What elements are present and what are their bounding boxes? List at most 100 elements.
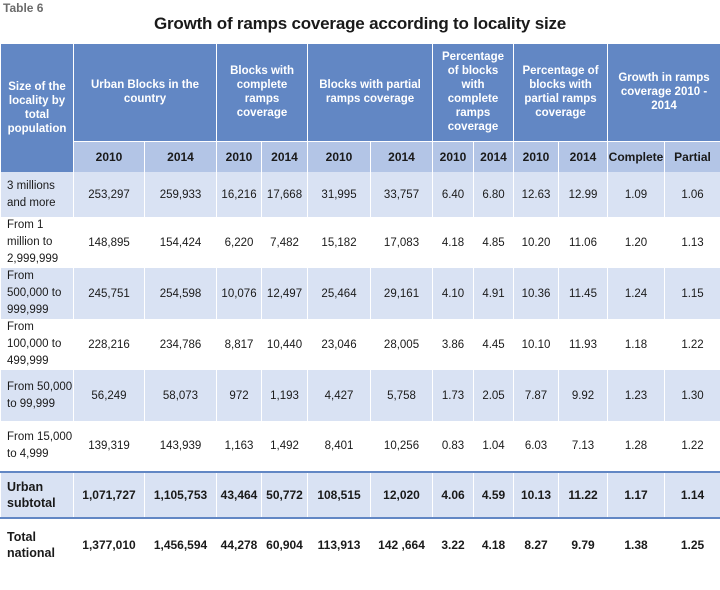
cell: 9.92 (558, 370, 609, 421)
cell: 4,427 (307, 370, 372, 421)
subheader: 2014 (261, 140, 309, 172)
subheader: 2014 (143, 140, 218, 172)
header-urban-blocks: Urban Blocks in the country (72, 44, 218, 141)
cell: 253,297 (73, 172, 145, 217)
cell: 9.79 (558, 518, 609, 570)
table-row: From 1 million to 2,999,999 148,895 154,… (0, 217, 720, 268)
cell: 12,020 (370, 471, 434, 519)
cell: 1.73 (432, 370, 475, 421)
cell: 1.04 (473, 421, 515, 472)
cell: 7.13 (558, 421, 609, 472)
cell: 113,913 (307, 518, 372, 570)
cell: 148,895 (73, 217, 145, 268)
cell: 1,456,594 (143, 518, 218, 570)
cell: 11.45 (558, 268, 609, 319)
cell: 8,401 (307, 421, 372, 472)
cell: 3.22 (432, 518, 475, 570)
cell: 1,492 (261, 421, 309, 472)
subheader: Complete (607, 140, 666, 172)
subheader: 2014 (370, 140, 434, 172)
cell: 25,464 (307, 268, 372, 319)
cell: 1,193 (261, 370, 309, 421)
cell: 10,076 (216, 268, 263, 319)
cell: 254,598 (143, 268, 218, 319)
cell: 1.20 (607, 217, 666, 268)
cell: 7,482 (261, 217, 309, 268)
cell: 12.63 (513, 172, 560, 217)
table-row: From 50,000 to 99,999 56,249 58,073 972 … (0, 370, 720, 421)
subtotal-row: Urban subtotal 1,071,727 1,105,753 43,46… (0, 471, 720, 519)
header-complete-blocks: Blocks with complete ramps coverage (216, 44, 309, 141)
cell: 1.09 (607, 172, 666, 217)
cell: 28,005 (370, 319, 434, 370)
subheader: 2010 (432, 140, 475, 172)
cell: 154,424 (143, 217, 218, 268)
cell: 7.87 (513, 370, 560, 421)
cell: 1,377,010 (73, 518, 145, 570)
cell: 1,163 (216, 421, 263, 472)
table-row: 3 millions and more 253,297 259,933 16,2… (0, 172, 720, 217)
cell: 4.85 (473, 217, 515, 268)
header-pct-partial: Percentage of blocks with partial ramps … (513, 44, 609, 141)
cell: 3.86 (432, 319, 475, 370)
cell: 1,071,727 (73, 471, 145, 519)
cell: 6.03 (513, 421, 560, 472)
cell: 4.10 (432, 268, 475, 319)
cell: 1.13 (664, 217, 720, 268)
cell: 1.38 (607, 518, 666, 570)
table-row: From 500,000 to 999,999 245,751 254,598 … (0, 268, 720, 319)
cell: 56,249 (73, 370, 145, 421)
cell: 108,515 (307, 471, 372, 519)
subheader: 2010 (216, 140, 263, 172)
cell: 4.06 (432, 471, 475, 519)
cell: 0.83 (432, 421, 475, 472)
row-label: Total national (0, 518, 74, 570)
row-label: From 1 million to 2,999,999 (0, 217, 74, 268)
cell: 1.22 (664, 319, 720, 370)
cell: 60,904 (261, 518, 309, 570)
cell: 50,772 (261, 471, 309, 519)
row-label: From 15,000 to 4,999 (0, 421, 74, 472)
cell: 10.36 (513, 268, 560, 319)
cell: 1.23 (607, 370, 666, 421)
cell: 6.40 (432, 172, 475, 217)
cell: 2.05 (473, 370, 515, 421)
cell: 10,256 (370, 421, 434, 472)
table-title: Growth of ramps coverage according to lo… (153, 14, 567, 33)
cell: 139,319 (73, 421, 145, 472)
cell: 16,216 (216, 172, 263, 217)
cell: 6.80 (473, 172, 515, 217)
row-label: 3 millions and more (0, 172, 74, 217)
cell: 1.06 (664, 172, 720, 217)
cell: 12,497 (261, 268, 309, 319)
cell: 43,464 (216, 471, 263, 519)
cell: 1.25 (664, 518, 720, 570)
ramps-coverage-table: Size of the locality by total population… (0, 44, 720, 570)
cell: 234,786 (143, 319, 218, 370)
cell: 1.28 (607, 421, 666, 472)
subheader: 2010 (307, 140, 372, 172)
cell: 1.17 (607, 471, 666, 519)
cell: 4.91 (473, 268, 515, 319)
header-partial-blocks: Blocks with partial ramps coverage (307, 44, 434, 141)
header-size: Size of the locality by total population (0, 44, 74, 172)
header-pct-complete: Percentage of blocks with complete ramps… (432, 44, 515, 141)
cell: 33,757 (370, 172, 434, 217)
row-label: From 50,000 to 99,999 (0, 370, 74, 421)
cell: 4.18 (432, 217, 475, 268)
subheader: 2014 (558, 140, 609, 172)
row-label: From 500,000 to 999,999 (0, 268, 74, 319)
cell: 4.59 (473, 471, 515, 519)
cell: 29,161 (370, 268, 434, 319)
cell: 228,216 (73, 319, 145, 370)
row-label: Urban subtotal (0, 471, 74, 519)
cell: 6,220 (216, 217, 263, 268)
subheader: 2010 (73, 140, 145, 172)
subheader: Partial (664, 140, 720, 172)
cell: 11.22 (558, 471, 609, 519)
cell: 10.20 (513, 217, 560, 268)
cell: 8,817 (216, 319, 263, 370)
cell: 143,939 (143, 421, 218, 472)
cell: 10.13 (513, 471, 560, 519)
table-row: From 15,000 to 4,999 139,319 143,939 1,1… (0, 421, 720, 472)
